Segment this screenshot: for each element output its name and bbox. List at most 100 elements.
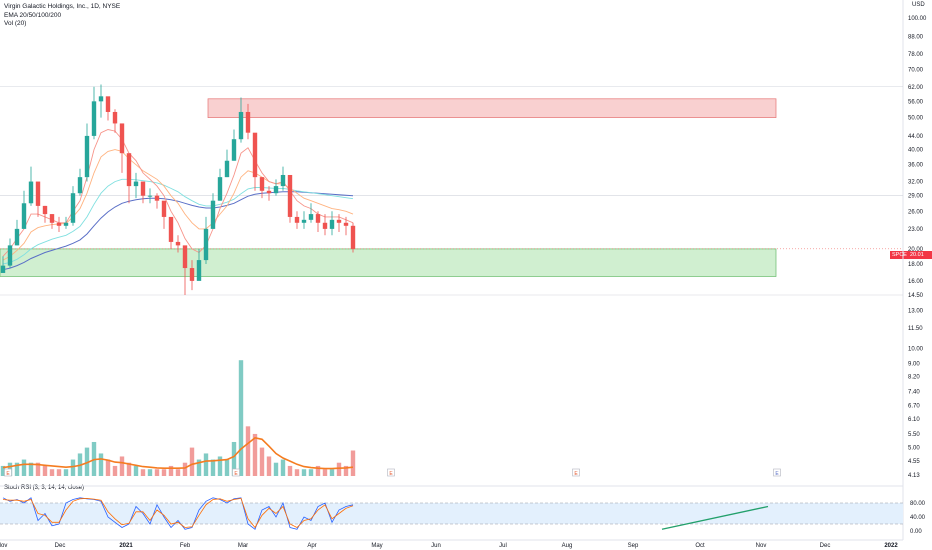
candle-body (42, 205, 48, 215)
candle-body (238, 111, 244, 140)
volume-bar (63, 469, 69, 476)
price-tick-label: 4.13 (908, 473, 920, 479)
last-price-badge: SPCE 20.01 (890, 251, 932, 259)
price-tick-label: 6.70 (908, 404, 920, 410)
volume-bar (175, 469, 181, 476)
time-tick-label: Jul (499, 543, 507, 549)
price-tick-label: 29.00 (908, 194, 924, 200)
stoch-k-line (2, 497, 354, 530)
candle-body (294, 216, 300, 223)
volume-bar (217, 456, 223, 476)
candle-body (7, 245, 13, 266)
ema-legend[interactable]: EMA 20/50/100/200 (4, 12, 62, 19)
candle-body (77, 177, 83, 194)
price-tick-label: 100.00 (908, 16, 927, 22)
candle-body (231, 139, 237, 161)
volume-bar (189, 447, 195, 476)
volume-bar (0, 465, 6, 476)
volume-bar (231, 441, 237, 476)
event-flag-label: E (574, 471, 578, 477)
volume-bar (133, 465, 139, 476)
volume-bar (210, 459, 216, 476)
time-tick-label: Jun (431, 543, 441, 549)
candle-body (21, 203, 27, 229)
time-tick-label: Aug (562, 543, 573, 549)
stoch-tick-label: 80.00 (910, 501, 926, 507)
volume-bar (119, 456, 125, 476)
ema100-line (2, 178, 354, 265)
chart-title: Virgin Galactic Holdings, Inc., 1D, NYSE (4, 3, 121, 10)
time-tick-label: Apr (307, 543, 316, 549)
price-tick-label: 50.00 (908, 116, 924, 122)
volume-bar (70, 459, 76, 476)
candle-body (315, 214, 321, 223)
candle-body (56, 222, 62, 226)
price-tick-label: 13.00 (908, 309, 924, 315)
volume-bar (322, 469, 328, 476)
stoch-band (0, 503, 903, 524)
event-flag-box (232, 468, 240, 477)
price-tick-label: 18.00 (908, 262, 924, 268)
candle-body (28, 181, 34, 204)
candle-body (308, 214, 314, 220)
volume-bar (266, 456, 272, 476)
price-tick-label: 20.00 (908, 247, 924, 253)
ema50-line (2, 149, 354, 261)
candle-body (203, 228, 209, 261)
candle-body (84, 135, 90, 178)
candle-body (266, 190, 272, 194)
candle-body (189, 268, 195, 281)
time-tick-label: Nov (0, 543, 7, 549)
event-flag-label: E (775, 471, 779, 477)
time-tick-label: May (371, 543, 382, 549)
volume-bar (140, 469, 146, 476)
event-flag-label: E (6, 471, 10, 477)
price-tick-label: 40.00 (908, 148, 924, 154)
candle-body (273, 186, 279, 194)
volume-bar (224, 459, 230, 476)
stoch-trendline (661, 505, 769, 530)
volume-bar (301, 469, 307, 476)
price-tick-label: 88.00 (908, 35, 924, 41)
candle-body (217, 177, 223, 201)
candle-body (329, 219, 335, 229)
volume-bar (350, 450, 356, 476)
price-tick-label: 5.50 (908, 432, 920, 438)
candle-body (168, 216, 174, 242)
volume-bar (84, 447, 90, 476)
stoch-d-line (2, 497, 354, 529)
time-tick-label: Dec (55, 543, 66, 549)
candle-body (210, 200, 216, 229)
price-tick-label: 6.10 (908, 417, 920, 423)
price-tick-label: 36.00 (908, 163, 924, 169)
volume-bar (126, 462, 132, 476)
price-tick-label: 70.00 (908, 67, 924, 73)
volume-bar (21, 459, 27, 476)
candle-body (0, 265, 6, 273)
event-flag: E (4, 468, 12, 477)
stoch-tick-label: 40.00 (910, 515, 926, 521)
time-tick-label: 2021 (119, 543, 133, 549)
volume-bar (14, 462, 20, 476)
time-tick-label: 2022 (884, 543, 898, 549)
volume-bar (147, 469, 153, 476)
volume-bar (294, 469, 300, 476)
candle-body (161, 200, 167, 217)
volume-bar (245, 426, 251, 476)
volume-bar (252, 433, 258, 476)
event-flag-box (773, 468, 781, 477)
candle-body (14, 228, 20, 246)
event-flag: E (773, 468, 781, 477)
event-flag-label: E (389, 471, 393, 477)
price-tick-label: 16.00 (908, 279, 924, 285)
ema20-line (2, 129, 354, 257)
volume-legend[interactable]: Vol (20) (4, 20, 27, 27)
time-tick-label: Mar (238, 543, 248, 549)
candle-body (182, 245, 188, 269)
price-tick-label: 26.00 (908, 209, 924, 215)
candle-body (119, 123, 125, 154)
candle-body (224, 160, 230, 178)
candle-body (301, 219, 307, 223)
stoch-rsi-legend[interactable]: Stoch RSI (3, 3, 14, 14, close) (4, 485, 85, 491)
